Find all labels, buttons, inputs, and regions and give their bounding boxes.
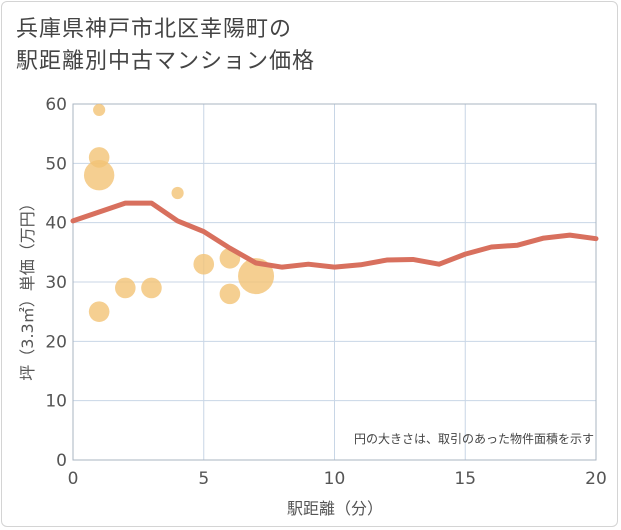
axis-ticks: 0 5 10 15 20 0 10 20 30 40 50 60 bbox=[45, 95, 606, 489]
trend-series bbox=[70, 200, 599, 270]
bubble-point bbox=[219, 283, 241, 305]
title-line-1: 兵庫県神戸市北区幸陽町の bbox=[16, 17, 293, 42]
bubble-point bbox=[193, 253, 215, 275]
y-tick-label: 10 bbox=[45, 392, 67, 412]
x-tick-label: 10 bbox=[324, 469, 346, 489]
y-tick-label: 40 bbox=[45, 214, 67, 234]
bubble-point bbox=[93, 103, 106, 117]
y-tick-label: 20 bbox=[45, 332, 67, 352]
x-tick-label: 5 bbox=[198, 469, 209, 489]
plot-area-border bbox=[72, 103, 597, 461]
y-tick-label: 30 bbox=[45, 273, 67, 293]
bubble-point bbox=[115, 277, 136, 299]
bubble-point bbox=[238, 258, 275, 295]
title-line-2: 駅距離別中古マンション価格 bbox=[16, 49, 316, 74]
y-axis-label: 坪（3.3㎡）単価（万円） bbox=[18, 195, 37, 380]
bubble-point bbox=[141, 277, 162, 299]
bubble-series bbox=[83, 103, 275, 322]
bubble-point bbox=[88, 301, 110, 322]
y-tick-label: 60 bbox=[45, 95, 67, 115]
bubble-point bbox=[171, 186, 184, 200]
bubble-point bbox=[83, 160, 115, 191]
y-tick-label: 0 bbox=[56, 451, 67, 471]
x-tick-label: 20 bbox=[585, 469, 607, 489]
bubble-size-note: 円の大きさは、取引のあった物件面積を示す bbox=[354, 431, 594, 446]
trend-line bbox=[70, 200, 599, 270]
y-tick-label: 50 bbox=[45, 154, 67, 174]
x-tick-label: 15 bbox=[454, 469, 476, 489]
x-axis-label: 駅距離（分） bbox=[287, 499, 383, 518]
chart-title: 兵庫県神戸市北区幸陽町の 駅距離別中古マンション価格 bbox=[16, 14, 315, 78]
x-tick-label: 0 bbox=[68, 469, 79, 489]
